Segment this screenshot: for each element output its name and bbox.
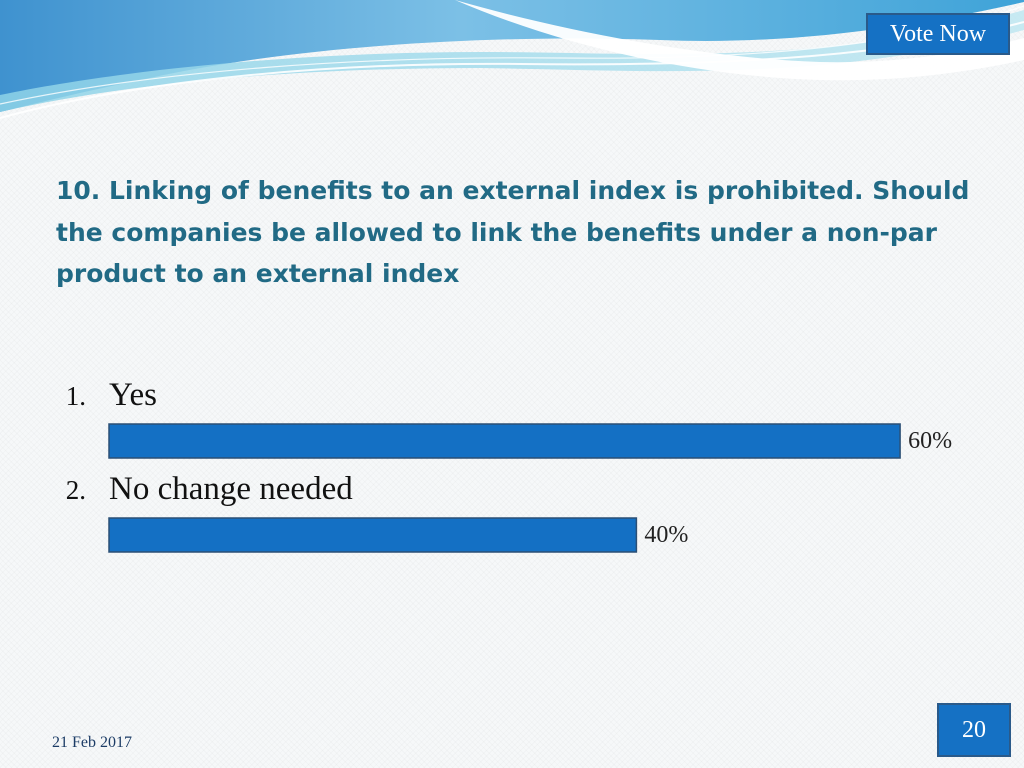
question-text: 10. Linking of benefits to an external i… [56,176,970,288]
footer-date: 21 Feb 2017 [52,734,132,751]
bar [108,517,638,553]
option-number: 1. [66,381,86,411]
vote-now-button[interactable]: Vote Now [866,13,1010,55]
option-number: 2. [66,475,86,505]
page-number-badge: 20 [937,703,1011,757]
bar [108,423,901,459]
data-label: 40% [644,522,688,548]
option-label: Yes [109,377,157,413]
data-label: 60% [908,428,952,454]
option-label: No change needed [109,471,353,507]
